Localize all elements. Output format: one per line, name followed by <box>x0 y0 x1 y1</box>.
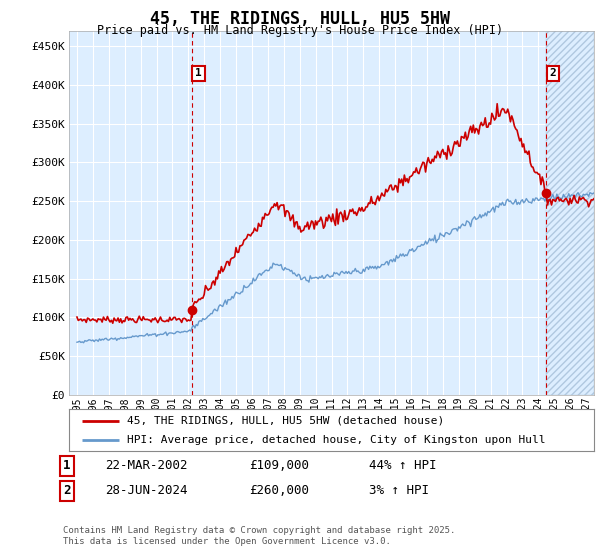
Bar <box>546 31 594 395</box>
Text: 2: 2 <box>549 68 556 78</box>
Text: 1: 1 <box>195 68 202 78</box>
Text: 45, THE RIDINGS, HULL, HU5 5HW: 45, THE RIDINGS, HULL, HU5 5HW <box>150 10 450 28</box>
Text: Price paid vs. HM Land Registry's House Price Index (HPI): Price paid vs. HM Land Registry's House … <box>97 24 503 36</box>
Text: 22-MAR-2002: 22-MAR-2002 <box>105 459 187 472</box>
Text: 44% ↑ HPI: 44% ↑ HPI <box>369 459 437 472</box>
Text: HPI: Average price, detached house, City of Kingston upon Hull: HPI: Average price, detached house, City… <box>127 435 545 445</box>
Text: 2: 2 <box>63 484 71 497</box>
Text: £260,000: £260,000 <box>249 484 309 497</box>
Text: 1: 1 <box>63 459 71 472</box>
Text: 3% ↑ HPI: 3% ↑ HPI <box>369 484 429 497</box>
Text: 28-JUN-2024: 28-JUN-2024 <box>105 484 187 497</box>
Text: Contains HM Land Registry data © Crown copyright and database right 2025.
This d: Contains HM Land Registry data © Crown c… <box>63 526 455 546</box>
Text: 45, THE RIDINGS, HULL, HU5 5HW (detached house): 45, THE RIDINGS, HULL, HU5 5HW (detached… <box>127 416 444 426</box>
Text: £109,000: £109,000 <box>249 459 309 472</box>
